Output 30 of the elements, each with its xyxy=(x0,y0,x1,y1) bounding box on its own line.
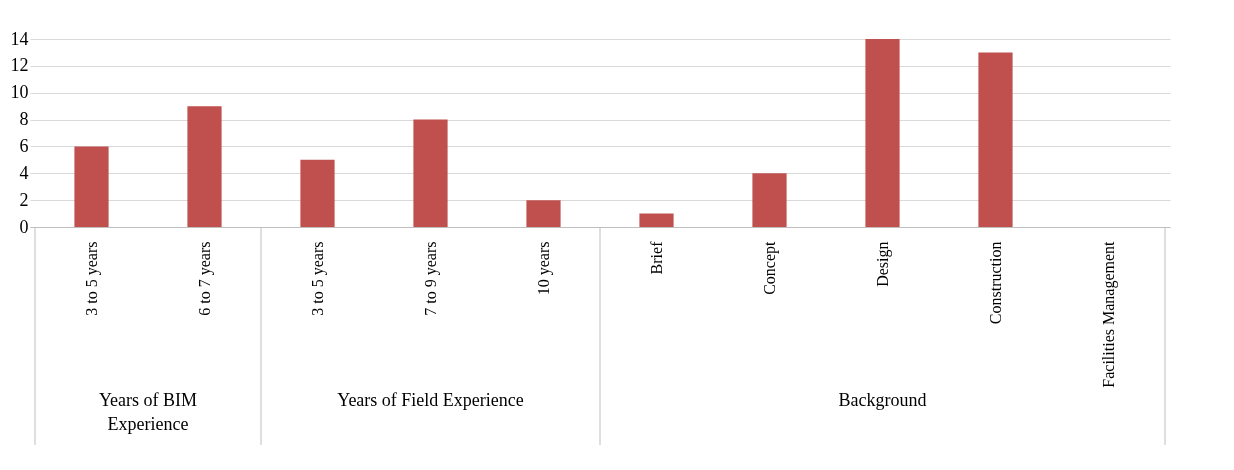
y-tick-label: 8 xyxy=(19,109,29,130)
bar xyxy=(526,200,561,227)
x-tick-label: 3 to 5 years xyxy=(83,241,101,316)
x-tick-label: Brief xyxy=(648,240,665,275)
y-tick-label: 4 xyxy=(19,162,29,183)
y-tick-label: 14 xyxy=(10,28,29,49)
x-tick-label: 3 to 5 years xyxy=(309,241,327,316)
x-tick-label: 7 to 9 years xyxy=(422,241,440,316)
y-tick-label: 12 xyxy=(10,55,29,76)
x-tick-label: Concept xyxy=(761,240,779,295)
x-tick-label: Design xyxy=(874,241,892,287)
bar xyxy=(187,106,222,227)
y-tick-label: 2 xyxy=(19,189,29,210)
y-tick-label: 10 xyxy=(10,82,29,103)
text: Background xyxy=(838,390,927,410)
bar xyxy=(752,173,787,227)
x-tick-label: Facilities Management xyxy=(1100,240,1118,388)
bar xyxy=(978,52,1013,227)
text: Years of Field Experience xyxy=(337,390,524,410)
x-tick-label: 10 years xyxy=(535,241,553,296)
bar xyxy=(639,213,674,227)
bar xyxy=(413,119,448,227)
x-tick-label: 6 to 7 years xyxy=(196,241,214,316)
x-tick-label: Construction xyxy=(987,241,1004,325)
bar xyxy=(74,146,109,227)
y-tick-label: 6 xyxy=(19,135,29,156)
bar xyxy=(865,39,900,227)
bar xyxy=(300,159,335,227)
text: Years of BIM Experience xyxy=(98,390,198,434)
y-tick-label: 0 xyxy=(19,216,29,237)
